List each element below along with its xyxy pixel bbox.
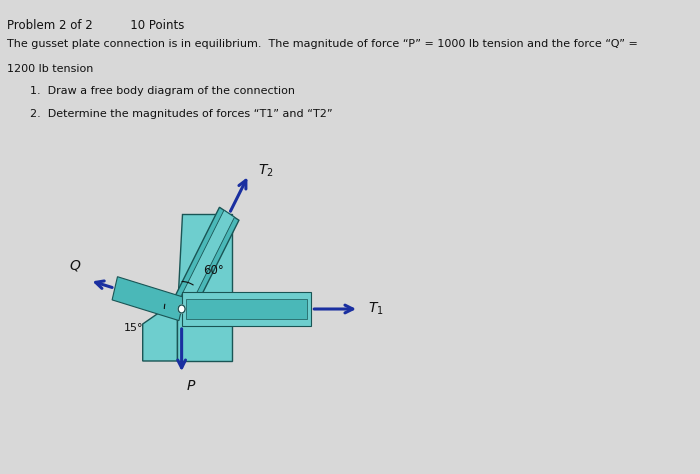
- Text: Problem 2 of 2          10 Points: Problem 2 of 2 10 Points: [7, 19, 184, 32]
- Text: 60°: 60°: [203, 264, 224, 277]
- Text: $T_1$: $T_1$: [368, 301, 384, 317]
- Polygon shape: [172, 207, 239, 316]
- Text: $Q$: $Q$: [69, 258, 81, 273]
- Polygon shape: [143, 309, 177, 361]
- Circle shape: [178, 305, 185, 313]
- Polygon shape: [178, 210, 234, 308]
- Text: $T_2$: $T_2$: [258, 162, 274, 179]
- Text: 1200 lb tension: 1200 lb tension: [7, 64, 93, 74]
- Polygon shape: [112, 277, 184, 320]
- Text: The gusset plate connection is in equilibrium.  The magnitude of force “P” = 100: The gusset plate connection is in equili…: [7, 39, 638, 49]
- Text: 2.  Determine the magnitudes of forces “T1” and “T2”: 2. Determine the magnitudes of forces “T…: [30, 109, 333, 119]
- Text: $P$: $P$: [186, 379, 196, 393]
- Text: 15°: 15°: [125, 323, 144, 333]
- Polygon shape: [181, 292, 312, 326]
- Text: 1.  Draw a free body diagram of the connection: 1. Draw a free body diagram of the conne…: [30, 86, 295, 96]
- Polygon shape: [186, 299, 307, 319]
- Polygon shape: [177, 214, 232, 361]
